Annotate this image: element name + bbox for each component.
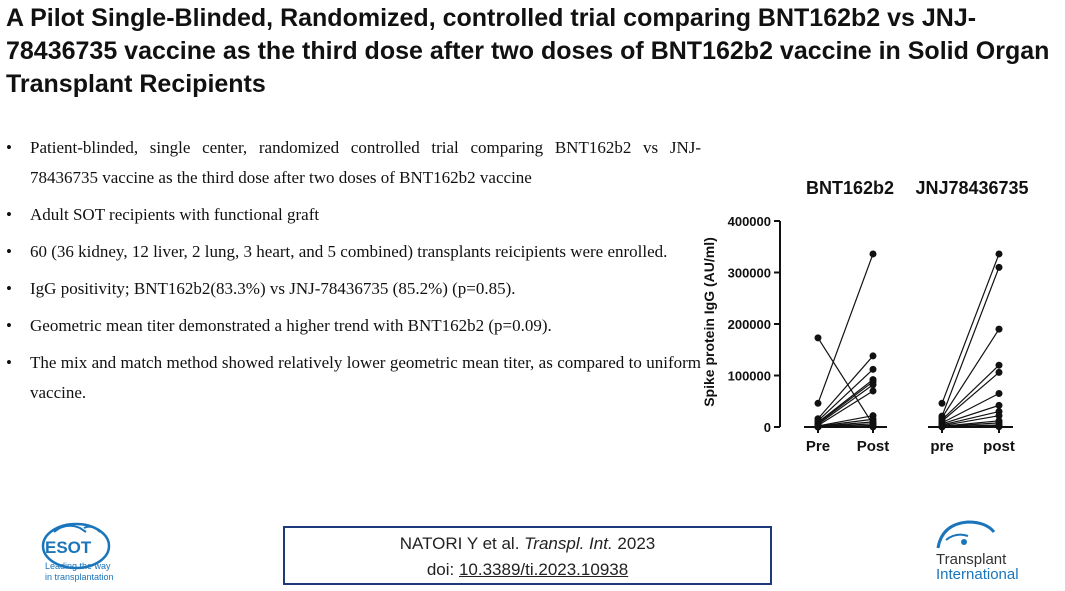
- pair-line: [817, 381, 874, 424]
- bullet-text: Patient-blinded, single center, randomiz…: [30, 138, 701, 187]
- ti-dot-icon: [961, 539, 967, 545]
- ti-hand-icon: [945, 533, 969, 541]
- esot-logo: ESOT Leading the way in transplantation: [41, 522, 114, 582]
- pair-line: [941, 404, 1000, 425]
- bullet-icon: •: [6, 279, 12, 298]
- post-point: [869, 250, 877, 258]
- citation-journal: Transpl. Int.: [524, 534, 613, 553]
- paired-scatter-chart: 0 100000 200000 300000 400000 Spike protein I…: [701, 178, 1029, 455]
- pair-line: [817, 418, 874, 427]
- bullet-text: The mix and match method showed relative…: [30, 353, 701, 402]
- pair-line: [817, 384, 874, 425]
- bullet-item: • 60 (36 kidney, 12 liver, 2 lung, 3 hear…: [6, 237, 701, 267]
- pre-point: [814, 423, 822, 431]
- pair-line: [817, 355, 874, 420]
- group-title: BNT162b2: [806, 178, 894, 198]
- post-point: [869, 423, 877, 431]
- ti-logo-line1: Transplant: [936, 551, 1007, 568]
- y-axis-label: Spike protein IgG (AU/ml): [701, 237, 717, 407]
- bullet-item: • IgG positivity; BNT162b2(83.3%) vs JNJ-…: [6, 274, 701, 304]
- bullet-item: • Patient-blinded, single center, randomi…: [6, 133, 701, 193]
- esot-logo-tagline-2: in transplantation: [45, 572, 114, 582]
- post-point: [995, 401, 1003, 409]
- pre-point: [938, 423, 946, 431]
- x-tick-label: pre: [930, 438, 953, 455]
- post-point: [869, 381, 877, 389]
- bullet-text: IgG positivity; BNT162b2(83.3%) vs JNJ-7…: [30, 279, 516, 298]
- pair-line: [941, 328, 1000, 419]
- bullet-text: 60 (36 kidney, 12 liver, 2 lung, 3 heart…: [30, 242, 668, 261]
- post-point: [995, 361, 1003, 369]
- citation-authors: NATORI Y et al.: [399, 534, 520, 553]
- pair-line: [817, 253, 874, 404]
- pair-line: [941, 371, 1000, 422]
- esot-logo-name: ESOT: [45, 538, 92, 557]
- bullet-list: • Patient-blinded, single center, randomi…: [6, 133, 701, 415]
- post-point: [995, 263, 1003, 271]
- bullet-text: Geometric mean titer demonstrated a high…: [30, 316, 552, 335]
- y-tick-label: 100000: [728, 369, 771, 384]
- bullet-icon: •: [6, 242, 12, 261]
- post-point: [995, 423, 1003, 431]
- pair-line: [817, 337, 874, 425]
- post-point: [995, 325, 1003, 333]
- citation-year: 2023: [617, 534, 656, 553]
- doi-link[interactable]: 10.3389/ti.2023.10938: [458, 560, 629, 579]
- esot-logo-tagline-1: Leading the way: [45, 561, 111, 571]
- group-title: JNJ78436735: [915, 178, 1028, 198]
- pair-line: [817, 368, 874, 422]
- x-tick-label: Post: [857, 438, 890, 455]
- pair-line: [941, 364, 1000, 421]
- y-tick-label: 200000: [728, 317, 771, 332]
- esot-hand-left-icon: [53, 524, 87, 533]
- bullet-item: • Adult SOT recipients with functional gr…: [6, 200, 701, 230]
- pre-point: [814, 334, 822, 342]
- post-point: [869, 387, 877, 395]
- x-tick-label: post: [983, 438, 1015, 455]
- pair-line: [941, 267, 1000, 417]
- citation-doi: doi: 10.3389/ti.2023.10938: [285, 560, 770, 580]
- y-tick-label: 400000: [728, 214, 771, 229]
- bullet-text: Adult SOT recipients with functional gra…: [30, 205, 320, 224]
- post-point: [869, 352, 877, 360]
- post-point: [995, 412, 1003, 420]
- bullet-icon: •: [6, 205, 12, 224]
- bullet-item: • The mix and match method showed relativ…: [6, 348, 701, 408]
- bullet-icon: •: [6, 138, 12, 157]
- pair-line: [941, 392, 1000, 424]
- post-point: [995, 368, 1003, 376]
- pre-point: [814, 399, 822, 407]
- post-point: [995, 250, 1003, 258]
- transplant-international-logo: Transplant International: [936, 520, 1019, 583]
- ti-logo-arc-icon: [936, 520, 996, 549]
- esot-logo-swoosh-icon: [41, 522, 111, 570]
- slide-title: A Pilot Single-Blinded, Randomized, cont…: [6, 4, 1050, 98]
- bullet-icon: •: [6, 316, 12, 335]
- post-point: [995, 390, 1003, 398]
- y-tick-label: 300000: [728, 266, 771, 281]
- doi-label: doi:: [426, 560, 455, 579]
- pair-line: [941, 415, 1000, 427]
- pair-line: [941, 410, 1000, 426]
- ti-logo-line2: International: [936, 566, 1019, 583]
- pre-point: [938, 399, 946, 407]
- post-point: [869, 365, 877, 373]
- bullet-item: • Geometric mean titer demonstrated a hig…: [6, 311, 701, 341]
- bullet-icon: •: [6, 353, 12, 372]
- pair-line: [817, 379, 874, 423]
- pair-line: [817, 390, 874, 426]
- x-tick-label: Pre: [806, 438, 830, 455]
- esot-hand-right-icon: [83, 525, 101, 533]
- pair-line: [941, 253, 1000, 404]
- y-tick-label: 0: [764, 420, 771, 435]
- citation-reference: NATORI Y et al. Transpl. Int. 2023: [285, 534, 770, 554]
- pair-line: [817, 415, 874, 427]
- citation-box: NATORI Y et al. Transpl. Int. 2023 doi: …: [283, 526, 772, 585]
